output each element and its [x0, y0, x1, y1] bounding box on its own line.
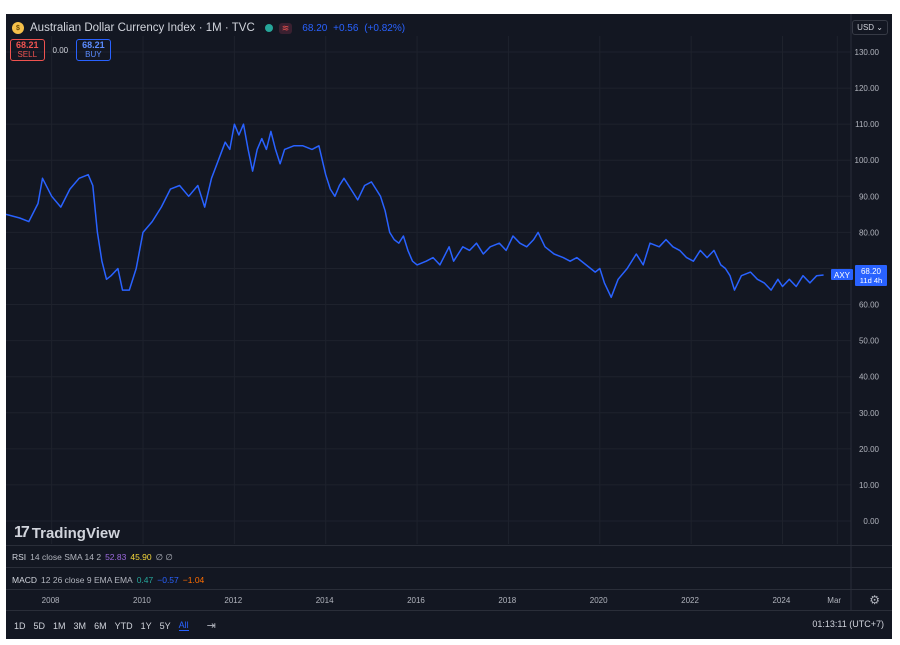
currency-select[interactable]: USD ⌄: [852, 20, 888, 35]
chart-window: 0.0010.0020.0030.0040.0050.0060.0070.008…: [6, 14, 892, 639]
buy-value: 68.21: [82, 40, 105, 50]
y-tick-label: 30.00: [859, 409, 880, 418]
rsi-params: 14 close SMA 14 2: [30, 552, 102, 562]
tradingview-mark-icon: 17: [14, 524, 30, 541]
bar-countdown: 11d 4h: [860, 276, 882, 285]
data-source-icon: ≋: [278, 22, 293, 34]
buy-button[interactable]: 68.21 BUY: [76, 39, 111, 61]
chevron-down-icon: ⌄: [876, 23, 883, 32]
x-tick-label: Mar: [827, 596, 842, 605]
x-tick-label: 2018: [498, 596, 517, 605]
rsi-name: RSI: [12, 552, 27, 562]
price-axis: 0.0010.0020.0030.0040.0050.0060.0070.008…: [855, 48, 880, 526]
macd-line-value: −0.57: [157, 575, 179, 585]
go-to-date-icon[interactable]: ⇥: [206, 620, 216, 632]
x-tick-label: 2024: [772, 596, 791, 605]
timeframe-3m[interactable]: 3M: [73, 620, 87, 631]
chart-header: $ Australian Dollar Currency Index · 1M …: [12, 20, 408, 36]
tradingview-logo[interactable]: 17 TradingView: [14, 524, 120, 542]
y-tick-label: 110.00: [855, 120, 879, 129]
rsi-extra-value: ∅ ∅: [155, 552, 173, 562]
timeframe-1d[interactable]: 1D: [14, 620, 26, 631]
y-tick-label: 50.00: [859, 337, 880, 346]
timeframe-toolbar: 1D 5D 1M 3M 6M YTD 1Y 5Y All ⇥: [6, 612, 892, 639]
timeframe-1y[interactable]: 1Y: [140, 620, 152, 631]
y-tick-label: 100.00: [855, 156, 880, 165]
symbol-tag-label: AXY: [834, 271, 851, 280]
pane-divider[interactable]: [6, 567, 892, 568]
toolbar-divider: [6, 610, 892, 611]
timeframe-ytd[interactable]: YTD: [114, 620, 133, 631]
sell-label: SELL: [17, 50, 38, 59]
y-tick-label: 80.00: [859, 228, 880, 237]
y-tick-label: 130.00: [855, 48, 880, 57]
spread-value: 0.00: [52, 45, 69, 55]
header-change-pct: (+0.82%): [364, 22, 406, 34]
rsi-value: 52.83: [105, 552, 127, 562]
sell-button[interactable]: 68.21 SELL: [10, 39, 45, 61]
timeframe-5d[interactable]: 5D: [33, 620, 46, 631]
y-tick-label: 0.00: [863, 517, 879, 526]
timeframe-1m[interactable]: 1M: [53, 620, 66, 631]
header-change: +0.56: [333, 22, 359, 34]
macd-histogram-value: 0.47: [136, 575, 154, 585]
currency-label: USD: [857, 23, 875, 32]
trade-panel: 68.21 SELL 0.00 68.21 BUY: [10, 39, 111, 61]
y-tick-label: 120.00: [855, 84, 880, 93]
macd-signal-value: −1.04: [182, 575, 205, 585]
price-line: [6, 123, 824, 299]
sell-value: 68.21: [16, 40, 39, 50]
clock-timezone[interactable]: 01:13:11 (UTC+7): [812, 619, 884, 629]
gear-icon[interactable]: ⚙: [869, 593, 880, 607]
logo-text: TradingView: [31, 524, 120, 542]
buy-label: BUY: [85, 50, 102, 59]
last-price-tag-value: 68.20: [861, 267, 882, 276]
rsi-sma-value: 45.90: [130, 552, 152, 562]
pane-divider[interactable]: [6, 545, 892, 546]
symbol-title[interactable]: Australian Dollar Currency Index · 1M · …: [30, 22, 255, 34]
chart-grid: [6, 14, 852, 610]
macd-name: MACD: [12, 575, 38, 585]
macd-params: 12 26 close 9 EMA EMA: [41, 575, 133, 585]
market-open-icon: [264, 24, 273, 32]
timeframe-6m[interactable]: 6M: [94, 620, 107, 631]
last-price-tag-bg: [855, 264, 887, 286]
x-tick-label: 2016: [407, 596, 425, 605]
timeframe-all[interactable]: All: [178, 620, 189, 631]
x-tick-label: 2010: [133, 596, 151, 605]
rsi-legend[interactable]: RSI 14 close SMA 14 2 52.83 45.90 ∅ ∅: [12, 552, 173, 563]
x-tick-label: 2012: [224, 596, 243, 605]
x-tick-label: 2022: [681, 596, 699, 605]
header-price: 68.20 +0.56 (+0.82%): [302, 23, 408, 34]
currency-coin-icon: $: [12, 22, 24, 34]
y-tick-label: 90.00: [859, 192, 880, 201]
y-tick-label: 20.00: [859, 445, 880, 454]
x-tick-label: 2014: [315, 596, 334, 605]
y-tick-label: 40.00: [859, 373, 880, 382]
macd-legend[interactable]: MACD 12 26 close 9 EMA EMA 0.47 −0.57 −1…: [12, 575, 204, 585]
x-tick-label: 2008: [41, 596, 60, 605]
y-tick-label: 60.00: [859, 301, 880, 310]
x-tick-label: 2020: [589, 596, 608, 605]
y-tick-label: 10.00: [859, 481, 880, 490]
price-line-series: [6, 123, 824, 299]
timeframe-5y[interactable]: 5Y: [159, 620, 171, 631]
header-last-price: 68.20: [302, 22, 328, 34]
price-chart[interactable]: 0.0010.0020.0030.0040.0050.0060.0070.008…: [6, 14, 892, 639]
pane-divider[interactable]: [6, 589, 892, 590]
symbol-tag-bg: [831, 268, 853, 280]
